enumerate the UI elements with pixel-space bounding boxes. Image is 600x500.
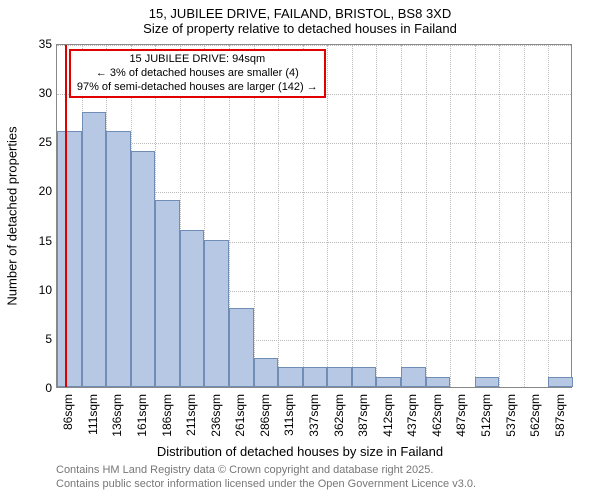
gridline-v	[548, 45, 549, 387]
x-tick: 261sqm	[233, 394, 247, 437]
footer-line-1: Contains HM Land Registry data © Crown c…	[56, 464, 476, 478]
bar	[155, 200, 180, 387]
gridline-h	[57, 45, 571, 46]
attribution-footer: Contains HM Land Registry data © Crown c…	[56, 464, 476, 492]
x-tick: 136sqm	[110, 394, 124, 437]
x-tick: 111sqm	[86, 394, 100, 435]
bar	[303, 367, 328, 387]
bar	[475, 377, 500, 387]
x-tick: 186sqm	[160, 394, 174, 437]
x-tick: 86sqm	[61, 394, 75, 430]
gridline-v	[524, 45, 525, 387]
gridline-v	[426, 45, 427, 387]
gridline-v	[499, 45, 500, 387]
bar	[352, 367, 377, 387]
bar	[327, 367, 352, 387]
gridline-v	[352, 45, 353, 387]
bar	[180, 230, 205, 387]
x-tick: 412sqm	[381, 394, 395, 437]
x-tick: 387sqm	[356, 394, 370, 437]
bar	[106, 131, 131, 387]
gridline-v	[475, 45, 476, 387]
title-line-2: Size of property relative to detached ho…	[0, 21, 600, 36]
x-tick: 161sqm	[135, 394, 149, 437]
plot-area: 15 JUBILEE DRIVE: 94sqm ← 3% of detached…	[56, 44, 572, 388]
y-tick: 25	[22, 135, 52, 149]
gridline-v	[450, 45, 451, 387]
footer-line-2: Contains public sector information licen…	[56, 478, 476, 492]
bar	[229, 308, 254, 387]
bar	[401, 367, 426, 387]
x-tick: 211sqm	[184, 394, 198, 436]
y-tick: 5	[22, 332, 52, 346]
x-tick: 362sqm	[332, 394, 346, 437]
y-tick: 10	[22, 283, 52, 297]
annotation-line-2: ← 3% of detached houses are smaller (4)	[77, 67, 318, 81]
bar	[57, 131, 82, 387]
bar	[278, 367, 303, 387]
annotation-line-3: 97% of semi-detached houses are larger (…	[77, 81, 318, 95]
x-tick: 537sqm	[504, 394, 518, 437]
y-axis-label: Number of detached properties	[5, 37, 20, 216]
gridline-h	[57, 143, 571, 144]
bar	[204, 240, 229, 387]
reference-line	[65, 45, 67, 387]
y-tick: 15	[22, 234, 52, 248]
histogram-chart: 15, JUBILEE DRIVE, FAILAND, BRISTOL, BS8…	[0, 0, 600, 500]
bar	[131, 151, 156, 387]
bar	[376, 377, 401, 387]
gridline-v	[376, 45, 377, 387]
gridline-v	[327, 45, 328, 387]
x-tick: 311sqm	[282, 394, 296, 436]
x-tick: 487sqm	[454, 394, 468, 437]
x-tick: 437sqm	[405, 394, 419, 437]
chart-title: 15, JUBILEE DRIVE, FAILAND, BRISTOL, BS8…	[0, 0, 600, 36]
x-tick: 562sqm	[528, 394, 542, 437]
title-line-1: 15, JUBILEE DRIVE, FAILAND, BRISTOL, BS8…	[0, 6, 600, 21]
x-tick: 462sqm	[430, 394, 444, 437]
y-tick: 20	[22, 184, 52, 198]
bar	[254, 358, 279, 387]
bar	[548, 377, 573, 387]
y-tick: 35	[22, 37, 52, 51]
gridline-v	[401, 45, 402, 387]
x-tick: 286sqm	[258, 394, 272, 437]
bar	[82, 112, 107, 387]
annotation-box: 15 JUBILEE DRIVE: 94sqm ← 3% of detached…	[69, 49, 326, 98]
x-tick: 337sqm	[307, 394, 321, 437]
x-tick: 512sqm	[479, 394, 493, 437]
y-tick: 30	[22, 86, 52, 100]
x-axis-label: Distribution of detached houses by size …	[0, 444, 600, 459]
bar	[426, 377, 451, 387]
annotation-line-1: 15 JUBILEE DRIVE: 94sqm	[77, 53, 318, 67]
y-tick: 0	[22, 381, 52, 395]
x-tick: 236sqm	[209, 394, 223, 437]
x-tick: 587sqm	[553, 394, 567, 437]
